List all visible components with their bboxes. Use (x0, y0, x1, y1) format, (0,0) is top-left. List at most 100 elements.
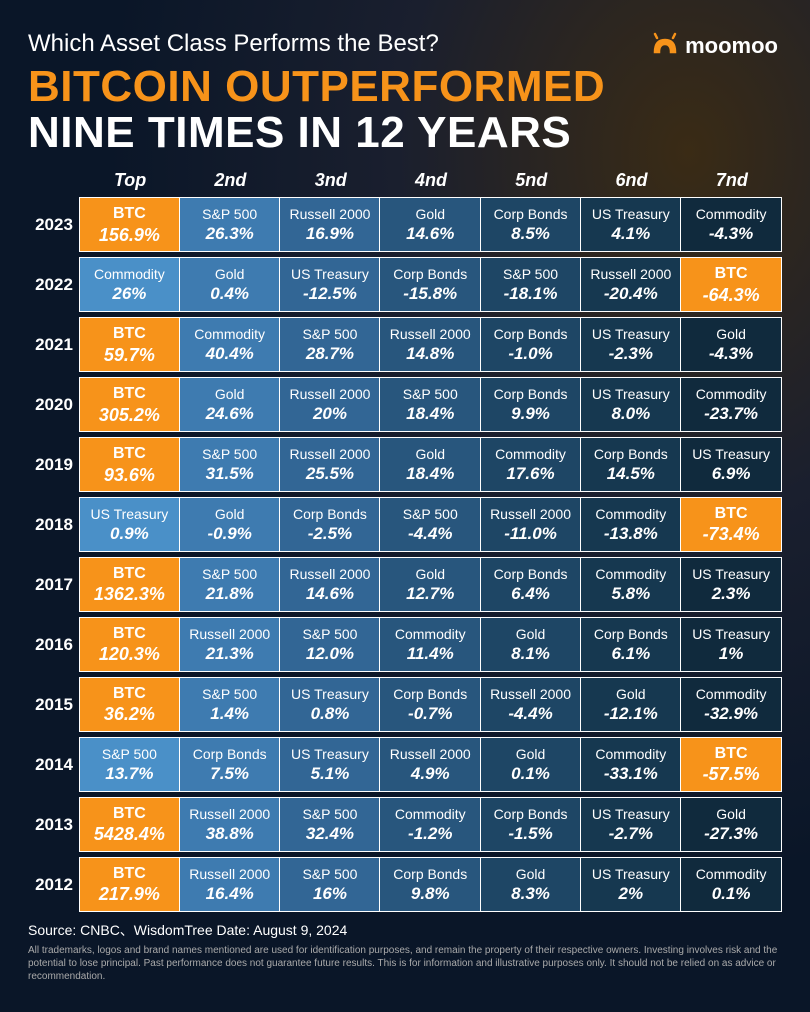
asset-value: -73.4% (685, 525, 777, 545)
asset-name: Gold (685, 806, 777, 823)
asset-name: Gold (184, 386, 276, 403)
asset-name: BTC (84, 804, 176, 823)
rank-cell: US Treasury1% (680, 617, 782, 672)
asset-name: S&P 500 (384, 386, 476, 403)
asset-name: S&P 500 (184, 206, 276, 223)
column-header: 6nd (581, 166, 681, 195)
asset-name: Commodity (685, 386, 777, 403)
asset-name: Russell 2000 (184, 626, 276, 643)
asset-name: Corp Bonds (284, 506, 376, 523)
year-label: 2017 (28, 557, 80, 612)
asset-value: 59.7% (84, 346, 176, 366)
rank-cell: Gold 0.4% (179, 257, 281, 312)
asset-value: -2.3% (585, 345, 677, 364)
table-row: 2017BTC1362.3%S&P 500 21.8% Russell 2000 14… (28, 557, 782, 612)
asset-name: Russell 2000 (184, 806, 276, 823)
asset-name: US Treasury (585, 206, 677, 223)
asset-value: -1.2% (384, 825, 476, 844)
asset-value: -2.7% (585, 825, 677, 844)
asset-value: 25.5% (284, 465, 376, 484)
rank-cell: Commodity-23.7% (680, 377, 782, 432)
rank-cell: Gold8.1% (480, 617, 582, 672)
rank-cell: Commodity26% (79, 257, 181, 312)
asset-value: 18.4% (384, 405, 476, 424)
asset-name: Russell 2000 (384, 746, 476, 763)
rank-cell: Commodity40.4% (179, 317, 281, 372)
asset-value: -1.5% (485, 825, 577, 844)
asset-value: -1.0% (485, 345, 577, 364)
rank-cell: US Treasury0.8% (279, 677, 381, 732)
asset-name: Commodity (384, 806, 476, 823)
rank-cell: Russell 200016.4% (179, 857, 281, 912)
asset-name: Gold (384, 206, 476, 223)
asset-name: Commodity (184, 326, 276, 343)
asset-name: BTC (84, 864, 176, 883)
asset-name: Russell 2000 (284, 566, 376, 583)
asset-name: US Treasury (284, 266, 376, 283)
asset-name: Russell 2000 (184, 866, 276, 883)
rank-cell: Corp Bonds6.4% (480, 557, 582, 612)
asset-name: Gold (184, 506, 276, 523)
asset-name: US Treasury (685, 446, 777, 463)
asset-name: US Treasury (585, 386, 677, 403)
asset-value: 12.0% (284, 645, 376, 664)
rank-cell: BTC36.2% (79, 677, 181, 732)
rank-cell: Corp Bonds6.1% (580, 617, 682, 672)
asset-name: US Treasury (685, 566, 777, 583)
asset-name: BTC (84, 684, 176, 703)
rank-cell: Russell 200016.9% (279, 197, 381, 252)
rank-cell: US Treasury0.9% (79, 497, 181, 552)
rank-cell: BTC5428.4% (79, 797, 181, 852)
asset-value: 0.1% (685, 885, 777, 904)
asset-value: 4.9% (384, 765, 476, 784)
asset-name: S&P 500 (184, 446, 276, 463)
table-header-row: Top2nd3nd4nd5nd6nd7nd (28, 166, 782, 195)
column-header: 2nd (180, 166, 280, 195)
brand-logo: moomoo (651, 32, 778, 60)
source-text: Source: CNBC、WisdomTree Date: August 9, … (28, 920, 782, 940)
asset-name: Corp Bonds (184, 746, 276, 763)
asset-value: -12.5% (284, 285, 376, 304)
rank-cell: Commodity17.6% (480, 437, 582, 492)
asset-name: Gold (184, 266, 276, 283)
asset-name: S&P 500 (284, 626, 376, 643)
rank-cell: BTC1362.3% (79, 557, 181, 612)
year-label: 2018 (28, 497, 80, 552)
asset-value: 4.1% (585, 225, 677, 244)
title-line-2: NINE TIMES IN 12 YEARS (28, 110, 782, 156)
rank-cell: S&P 500 12.0% (279, 617, 381, 672)
rank-cell: Commodity0.1% (680, 857, 782, 912)
year-label: 2016 (28, 617, 80, 672)
asset-value: 0.4% (184, 285, 276, 304)
asset-value: 6.1% (585, 645, 677, 664)
asset-name: US Treasury (585, 866, 677, 883)
asset-name: S&P 500 (184, 566, 276, 583)
rank-cell: Gold24.6% (179, 377, 281, 432)
asset-name: US Treasury (585, 806, 677, 823)
asset-name: Corp Bonds (485, 806, 577, 823)
asset-name: S&P 500 (485, 266, 577, 283)
asset-value: -64.3% (685, 286, 777, 306)
table-row: 2022Commodity26%Gold0.4%US Treasury-12.5… (28, 257, 782, 312)
asset-name: Gold (384, 446, 476, 463)
rank-cell: US Treasury5.1% (279, 737, 381, 792)
rank-cell: Commodity -1.2% (379, 797, 481, 852)
asset-value: -32.9% (685, 705, 777, 724)
asset-value: 16% (284, 885, 376, 904)
column-header: 4nd (381, 166, 481, 195)
asset-name: Russell 2000 (384, 326, 476, 343)
rank-cell: US Treasury6.9% (680, 437, 782, 492)
asset-value: 13.7% (84, 765, 176, 784)
asset-value: 21.8% (184, 585, 276, 604)
asset-value: 14.6% (284, 585, 376, 604)
asset-value: 5.8% (585, 585, 677, 604)
rank-cell: Corp Bonds8.5% (480, 197, 582, 252)
rank-cell: BTC-64.3% (680, 257, 782, 312)
asset-name: Gold (685, 326, 777, 343)
table-row: 2012BTC217.9%Russell 200016.4%S&P 50016%… (28, 857, 782, 912)
rank-cell: S&P 50026.3% (179, 197, 281, 252)
rank-cell: Gold-0.9% (179, 497, 281, 552)
asset-value: 14.8% (384, 345, 476, 364)
year-label: 2019 (28, 437, 80, 492)
asset-value: 31.5% (184, 465, 276, 484)
